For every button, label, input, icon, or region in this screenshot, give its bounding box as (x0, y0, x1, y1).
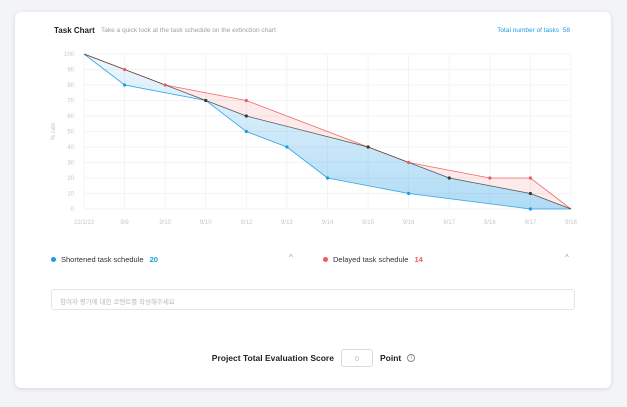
y-tick-label: 40 (67, 145, 74, 151)
info-icon[interactable]: i (407, 354, 416, 362)
legend-delayed-label: Delayed task schedule (333, 255, 409, 264)
y-tick-label: 100 (64, 52, 75, 58)
x-tick-label: 9/10 (159, 220, 171, 226)
planned-point (528, 191, 533, 196)
total-tasks-label: Total number of tasks (497, 27, 559, 34)
delayed-chevron-up-icon[interactable]: ^ (565, 253, 569, 262)
x-tick-label: 9/17 (525, 220, 537, 226)
shortened-point (325, 176, 330, 180)
shortened-point (407, 191, 411, 196)
legend-delayed-count: 14 (414, 255, 423, 264)
y-tick-label: 70 (67, 99, 74, 105)
total-tasks-value: 58 (562, 27, 570, 34)
y-tick-label: 30 (67, 161, 74, 167)
planned-point (204, 98, 208, 103)
shortened-point (122, 83, 127, 87)
legend-shortened: Shortened task schedule 20 (51, 255, 158, 264)
y-tick-label: 50 (67, 130, 74, 136)
delayed-point (244, 98, 248, 103)
y-tick-label: 0 (71, 207, 75, 213)
delayed-dot-icon (323, 257, 328, 262)
delayed-point (488, 176, 492, 180)
shortened-point (528, 207, 533, 211)
x-tick-label: 9/10 (200, 220, 212, 226)
x-tick-label: 22/1/13 (74, 220, 95, 226)
planned-point (244, 114, 248, 118)
x-tick-label: 9/13 (281, 220, 293, 226)
y-tick-label: 20 (67, 176, 74, 182)
evaluation-score: Project Total Evaluation Score 0 Point i (0, 349, 627, 367)
x-tick-label: 9/12 (240, 220, 252, 226)
comment-input[interactable]: 참여자 평가에 대한 코멘트를 작성해주세요 (51, 289, 575, 310)
legend-shortened-count: 20 (149, 255, 158, 264)
shortened-dot-icon (51, 257, 56, 262)
shortened-chevron-up-icon[interactable]: ^ (289, 253, 293, 262)
score-input[interactable]: 0 (340, 349, 373, 367)
y-axis-label: % rate (51, 122, 57, 140)
planned-point (447, 176, 451, 180)
x-tick-label: 9/17 (443, 220, 455, 226)
shortened-point (244, 129, 248, 134)
x-tick-label: 9/14 (322, 220, 334, 226)
chart-title: Task Chart (54, 26, 95, 35)
shortened-point (285, 145, 289, 149)
delayed-point (528, 176, 533, 180)
x-tick-label: 9/18 (565, 220, 577, 226)
delayed-point (407, 160, 411, 165)
score-unit: Point (379, 353, 402, 363)
delayed-point (163, 83, 167, 87)
y-tick-label: 10 (67, 192, 74, 198)
planned-point (366, 145, 370, 149)
y-tick-label: 80 (67, 83, 74, 89)
delayed-point (122, 67, 127, 72)
chart-subtitle: Take a quick look at the task schedule o… (101, 27, 276, 34)
legend-delayed: Delayed task schedule 14 (323, 255, 423, 264)
x-tick-label: 9/16 (484, 220, 496, 226)
y-tick-label: 90 (67, 68, 74, 74)
x-tick-label: 9/15 (362, 220, 374, 226)
y-tick-label: 60 (67, 114, 74, 120)
legend-shortened-label: Shortened task schedule (61, 255, 144, 264)
total-tasks: Total number of tasks 58 (495, 27, 570, 34)
score-label: Project Total Evaluation Score (211, 353, 334, 363)
x-tick-label: 9/16 (403, 220, 415, 226)
x-tick-label: 9/9 (120, 220, 129, 226)
